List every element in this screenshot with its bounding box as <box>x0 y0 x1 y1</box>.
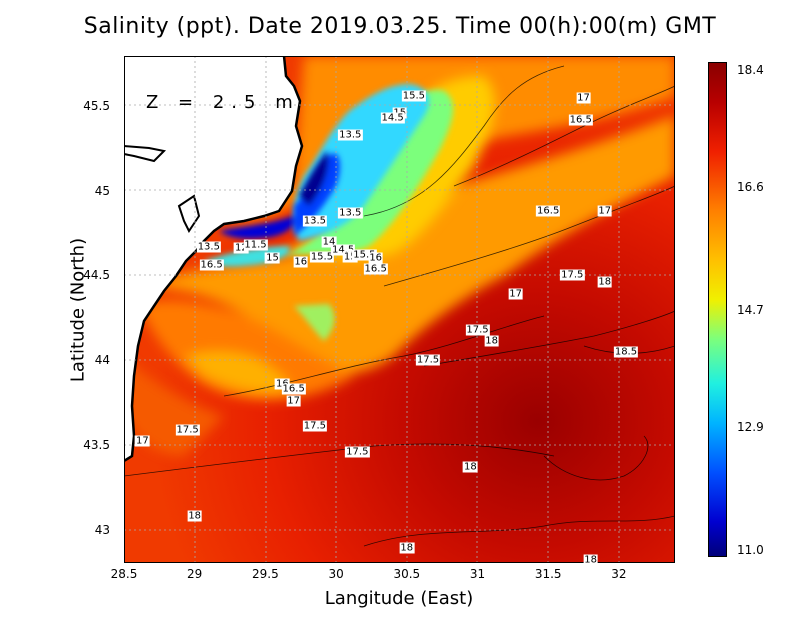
contour-label: 17 <box>576 92 591 104</box>
y-axis-label: Latitude (North) <box>67 237 89 383</box>
x-tick-label: 30 <box>328 567 344 581</box>
contour-label: 13.5 <box>302 215 328 227</box>
contour-label: 17.5 <box>465 324 490 336</box>
contour-label: 18 <box>187 510 203 522</box>
contour-label: 14.5 <box>380 112 405 124</box>
contour-label: 16.5 <box>281 383 306 395</box>
contour-label: 13.5 <box>196 241 221 253</box>
x-tick-label: 29 <box>187 567 203 581</box>
colorbar <box>708 62 727 557</box>
x-tick-label: 28.5 <box>110 567 138 581</box>
contour-label: 14 <box>321 236 337 248</box>
contour-label: 18 <box>597 276 613 288</box>
contour-label: 15.5 <box>309 251 335 263</box>
contour-label: 17.5 <box>415 354 441 366</box>
contour-label: 14.5 <box>331 244 356 256</box>
contour-label: 16.5 <box>199 259 224 271</box>
contour-label: 15.5 <box>401 90 426 102</box>
y-tick-label: 45 <box>94 183 110 198</box>
y-tick-label: 44.5 <box>83 268 110 283</box>
y-tick-label: 43 <box>94 522 110 537</box>
contour-label: 17.5 <box>345 446 370 458</box>
colorbar-tick-label: 18.4 <box>737 63 764 77</box>
contour-label: 17 <box>508 288 524 300</box>
x-tick-label: 31.5 <box>534 567 562 581</box>
contour-label: 13.5 <box>338 207 363 219</box>
contour-label: 16.5 <box>536 205 561 217</box>
contour-label: 18 <box>484 335 499 347</box>
lake-outline <box>124 145 167 163</box>
colorbar-tick-label: 12.9 <box>737 419 764 434</box>
contour-label: 17 <box>597 205 613 217</box>
contour-label: 17.5 <box>302 420 328 432</box>
contour-label: 17.5 <box>560 269 585 281</box>
contour-label: 16.5 <box>363 263 388 275</box>
contour-label: 12 <box>233 242 249 254</box>
plot-frame <box>124 56 675 563</box>
map-svg <box>124 56 675 563</box>
contour-label: 13.5 <box>338 129 363 141</box>
contour-label: 16 <box>293 256 309 268</box>
contour-label: 16.5 <box>568 114 593 126</box>
chart-title: Salinity (ppt). Date 2019.03.25. Time 00… <box>83 14 717 39</box>
colorbar-tick-label: 14.7 <box>737 303 764 317</box>
contour-label: 18 <box>583 554 598 566</box>
contour-label: 11.5 <box>243 239 268 251</box>
salinity-map <box>124 56 675 563</box>
land <box>124 56 302 461</box>
contour-label: 17 <box>286 395 302 407</box>
colorbar-tick-label: 16.6 <box>737 179 764 194</box>
x-tick-label: 32 <box>611 567 627 581</box>
y-tick-label: 45.5 <box>83 99 110 113</box>
contour-label: 15 <box>265 252 280 264</box>
contour-label: 16 <box>368 252 384 264</box>
y-tick-label: 43.5 <box>83 437 110 452</box>
depth-label: Z = 2.5 m <box>146 92 300 113</box>
contour-label: 18.5 <box>613 346 639 358</box>
contour-label: 17.5 <box>175 424 200 436</box>
field-blue <box>219 151 340 239</box>
x-tick-label: 31 <box>469 567 486 581</box>
x-tick-label: 30.5 <box>393 567 421 581</box>
contour-label: 15 <box>342 251 358 263</box>
lake-outline <box>177 194 201 233</box>
coastline <box>124 56 304 463</box>
field-orange <box>124 56 675 456</box>
contour-label: 18 <box>463 461 478 473</box>
x-axis-label: Langitude (East) <box>324 588 474 609</box>
x-tick-label: 29.5 <box>252 567 279 581</box>
grid <box>124 56 675 563</box>
contour-label: 18 <box>399 542 415 554</box>
y-tick-label: 44 <box>94 353 110 368</box>
contour-label: 15.5 <box>352 249 377 261</box>
contour-label: 17 <box>135 435 150 447</box>
colorbar-tick-label: 11.0 <box>737 543 764 557</box>
